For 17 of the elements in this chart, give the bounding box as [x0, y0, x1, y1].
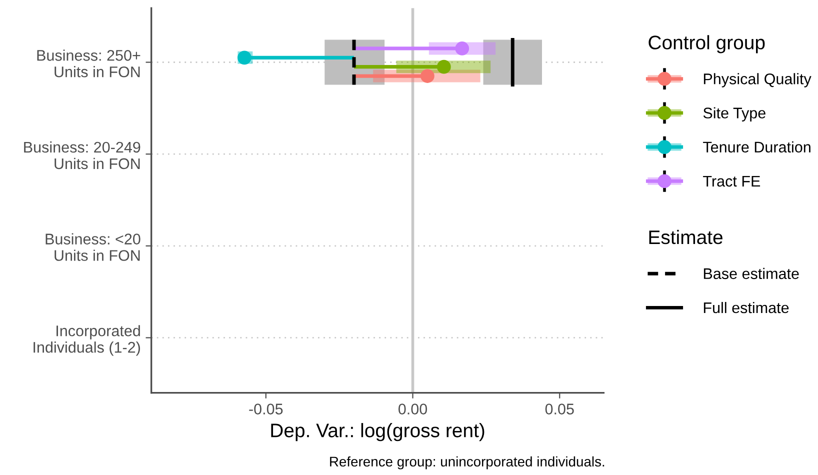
x-tick-label: -0.05	[249, 404, 283, 414]
text: Reference group: unincorporated individuals.	[330, 456, 604, 470]
text: Estimate	[649, 230, 722, 244]
y-tick-label: Business: 20-249 Units in FON	[24, 141, 140, 170]
y-tick-label: Incorporated Individuals (1-2)	[34, 325, 140, 356]
legend-title: Control group	[648, 35, 765, 54]
legend-label: Base estimate	[704, 268, 799, 280]
legend-label: Full estimate	[704, 302, 789, 314]
legend-label: Tract FE	[703, 176, 760, 187]
y-tick-label: Business: <20 Units in FON	[46, 233, 140, 261]
x-tick-label: 0.05	[545, 404, 574, 414]
x-tick-label: 0.00	[398, 404, 428, 414]
legend-label: Site Type	[703, 107, 766, 122]
x-axis-title: Dep. Var.: log(gross rent)	[271, 423, 484, 442]
legend-label: Physical Quality	[704, 73, 812, 88]
y-tick-label: Business: 250+ Units in FON	[37, 50, 140, 78]
legend-label: Tenure Duration	[703, 141, 810, 153]
